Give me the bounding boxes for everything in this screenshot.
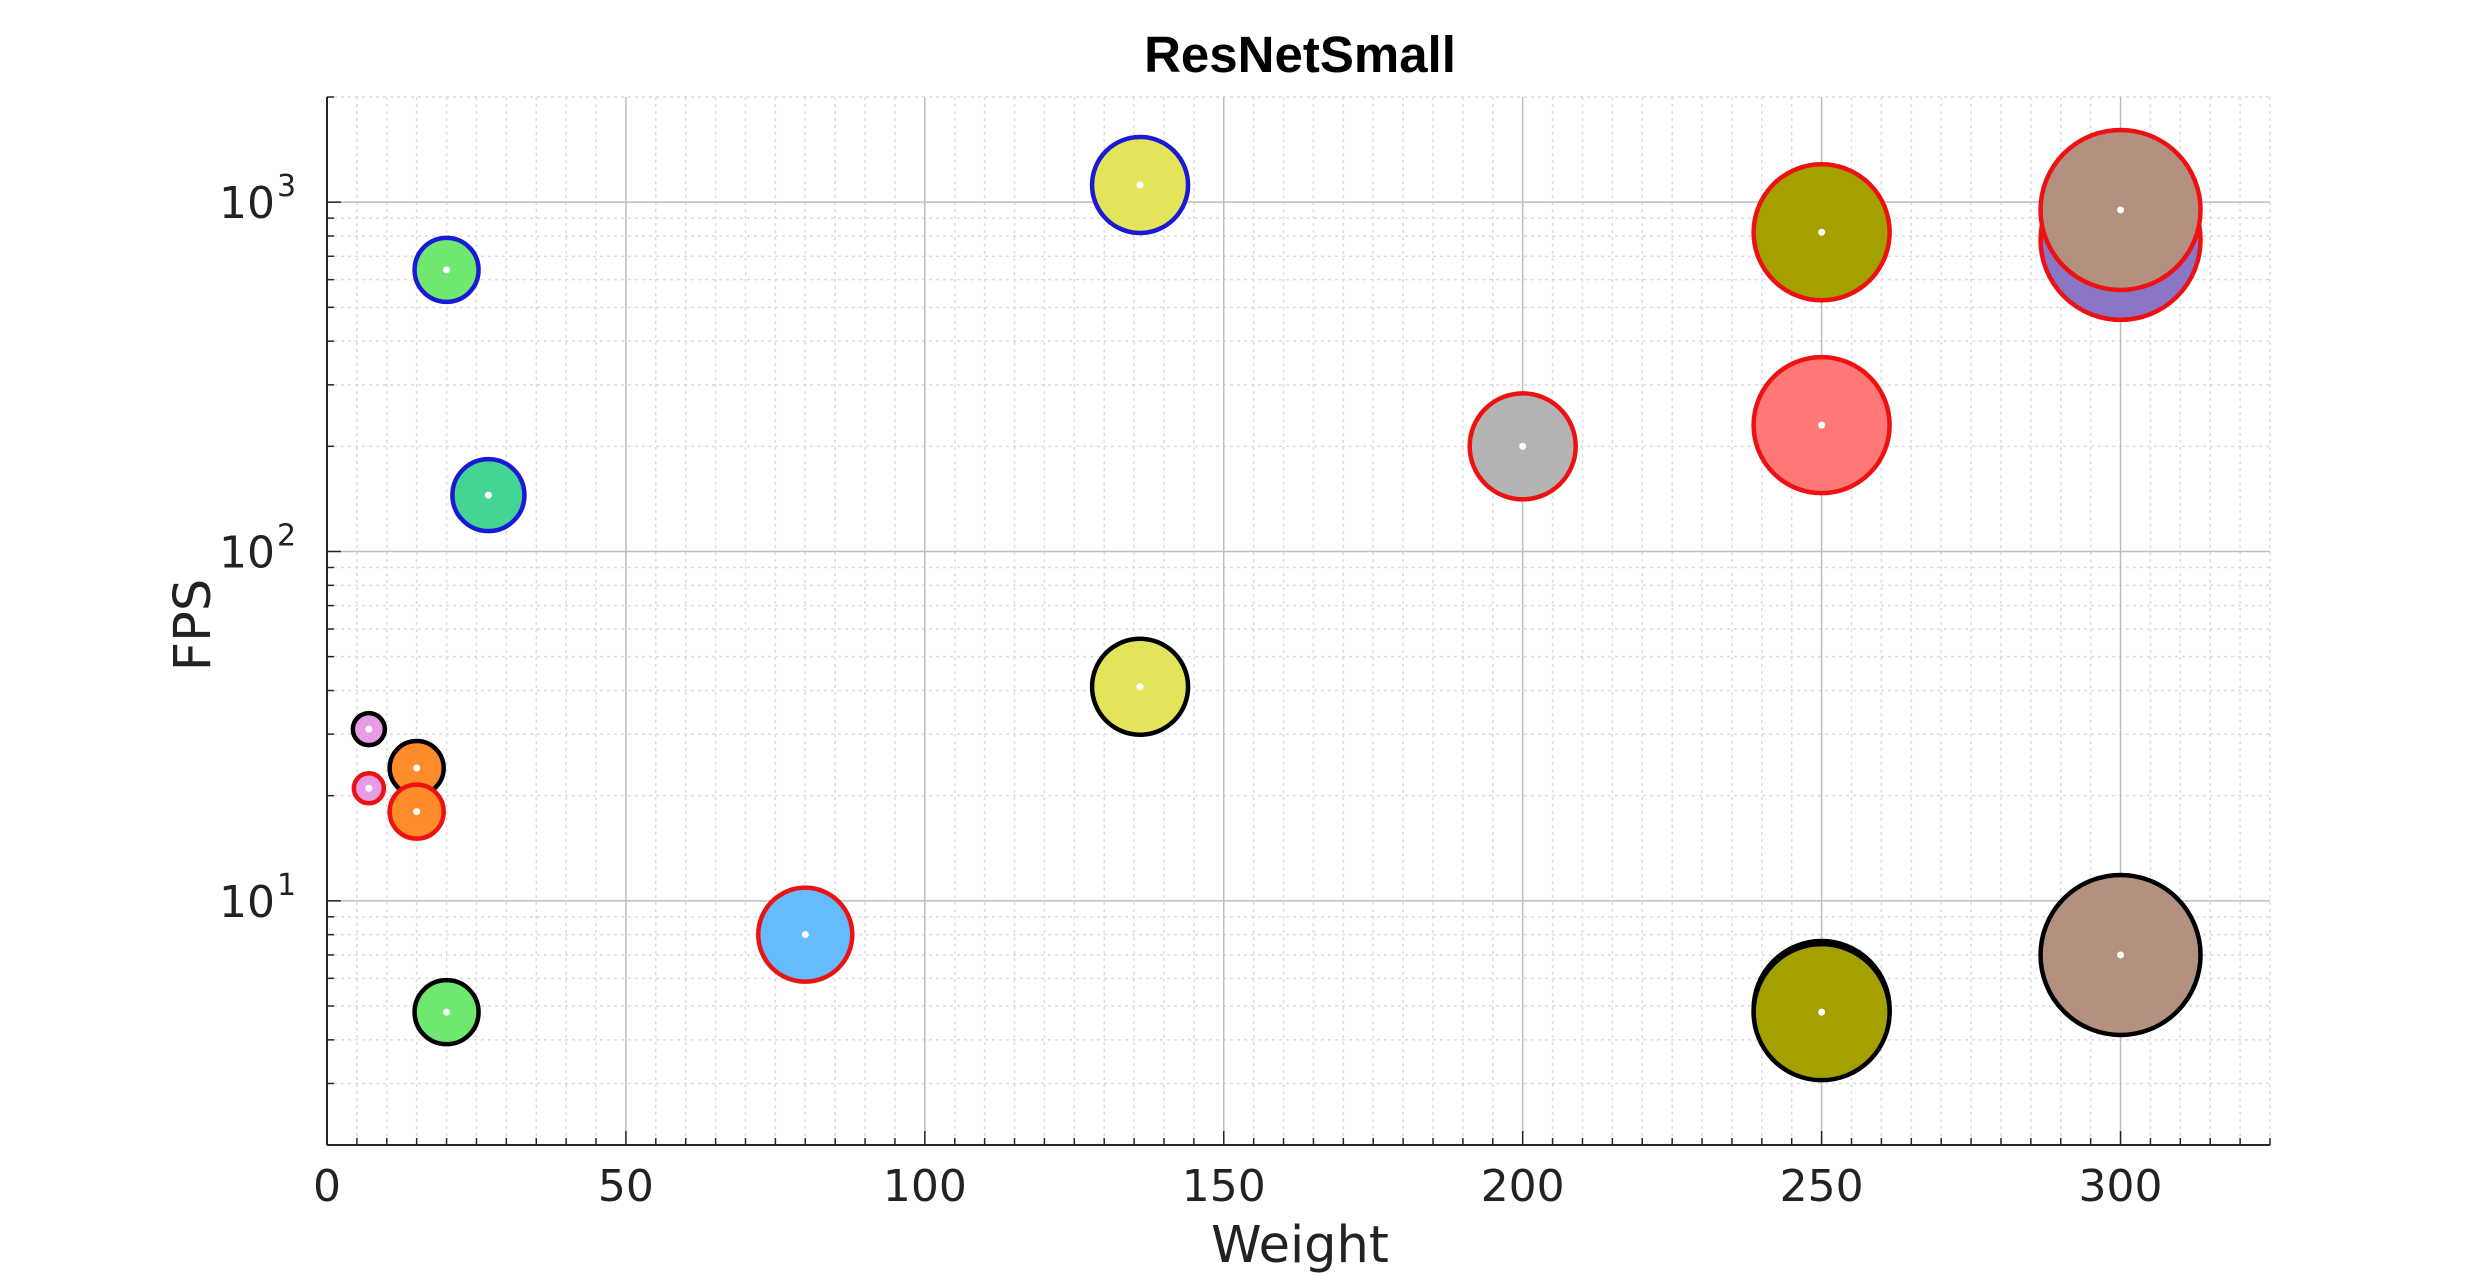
- scatter-point-center: [443, 1008, 451, 1016]
- x-tick-labels: 0 50 100 150 200 250 300: [313, 1161, 2163, 1212]
- x-axis-label: Weight: [1211, 1216, 1389, 1275]
- scatter-point-center: [801, 931, 809, 939]
- scatter-point-center: [1136, 181, 1144, 189]
- axes: [326, 96, 2271, 1146]
- y-axis-label: FPS: [164, 579, 223, 671]
- x-tick-label: 50: [598, 1161, 654, 1212]
- scatter-point-center: [1136, 683, 1144, 691]
- y-tick-label-exponent: 1: [277, 868, 296, 903]
- y-tick-label-base: 10: [219, 178, 275, 229]
- scatter-point-center: [1818, 421, 1826, 429]
- y-tick-label-exponent: 3: [277, 169, 296, 204]
- scatter-point-center: [2117, 951, 2125, 959]
- scatter-point-center: [1818, 228, 1826, 236]
- y-tick-label-base: 10: [219, 527, 275, 578]
- scatter-point-center: [413, 808, 421, 816]
- x-tick-label: 0: [313, 1161, 341, 1212]
- scatter-point-center: [1519, 442, 1527, 450]
- scatter-point-center: [443, 266, 451, 274]
- scatter-point-center: [365, 784, 373, 792]
- x-tick-label: 300: [2079, 1161, 2163, 1212]
- x-tick-label: 250: [1780, 1161, 1864, 1212]
- x-tick-label: 150: [1182, 1161, 1266, 1212]
- chart-title: ResNetSmall: [1144, 26, 1456, 83]
- x-tick-label: 200: [1481, 1161, 1565, 1212]
- y-tick-label-exponent: 2: [277, 518, 296, 553]
- scatter-point-center: [413, 764, 421, 772]
- scatter-point-center: [2117, 206, 2125, 214]
- y-tick-label-base: 10: [219, 877, 275, 928]
- minor-grid: [327, 96, 2271, 1146]
- x-tick-label: 100: [883, 1161, 967, 1212]
- data-points: [350, 127, 2203, 1083]
- scatter-point-center: [365, 725, 373, 733]
- scatter-point-center: [1818, 1008, 1826, 1016]
- scatter-point-center: [484, 491, 492, 499]
